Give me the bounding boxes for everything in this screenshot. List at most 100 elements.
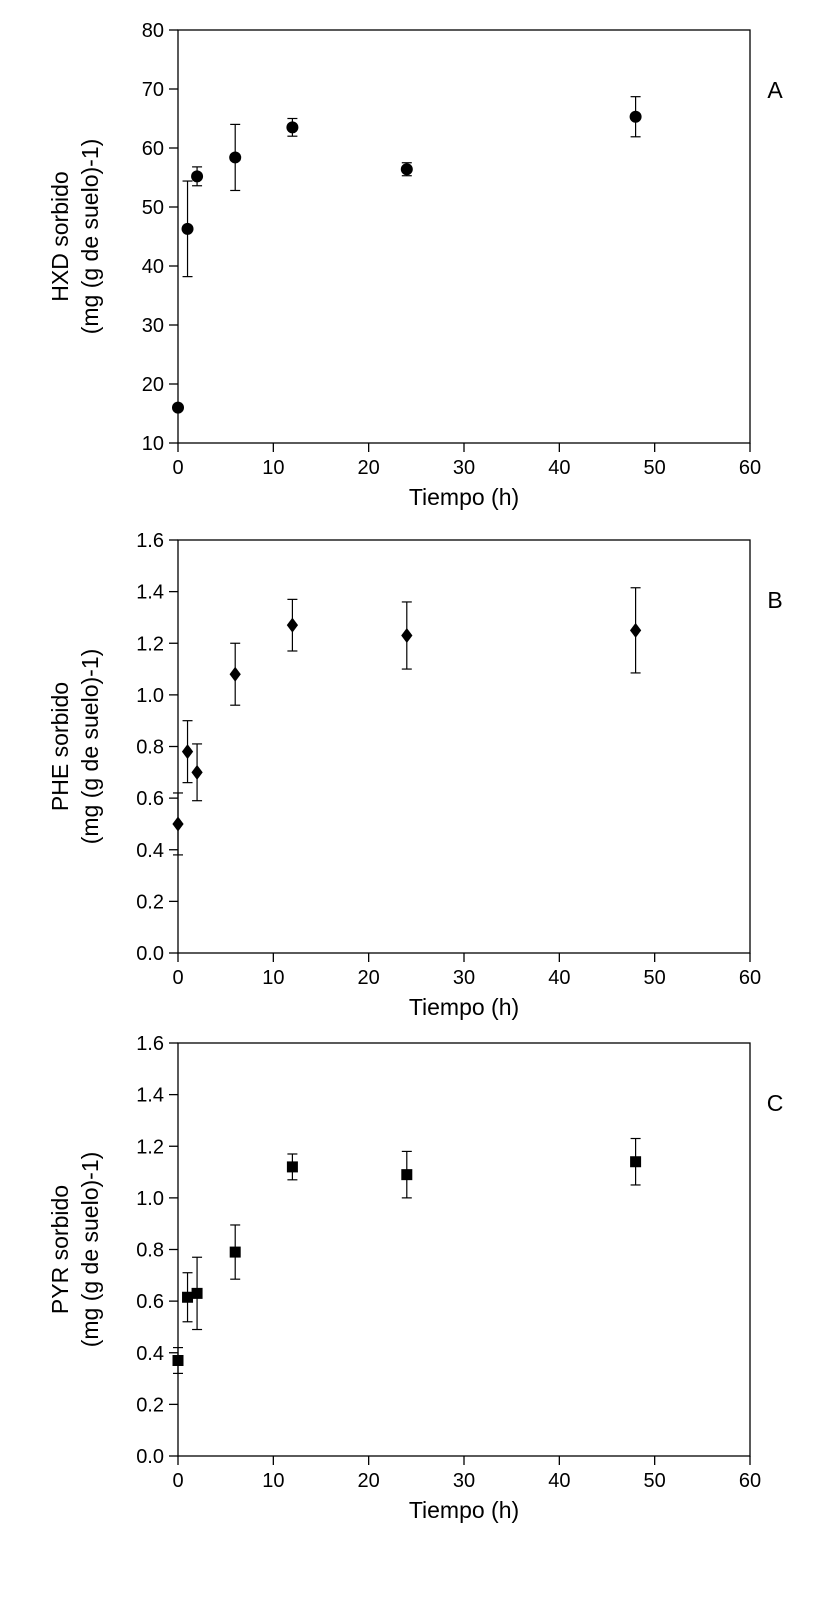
- panel-c: 0 10 20 30 40 50 60 0.0 0.2 0.4 0.6 0.8 1.0 1.2 1.4 1.6…: [47, 1033, 783, 1523]
- y-tick-label: 60: [142, 138, 164, 160]
- data-point: [229, 642, 241, 706]
- marker-diamond: [286, 617, 299, 633]
- data-point: [181, 180, 194, 278]
- marker-circle: [629, 110, 642, 123]
- x-tick-label: 20: [358, 967, 380, 989]
- data-point: [286, 598, 299, 652]
- data-point: [191, 166, 204, 187]
- marker-diamond: [181, 744, 194, 760]
- panel-letter: C: [767, 1090, 784, 1116]
- marker-square: [172, 1354, 184, 1366]
- y-tick-label: 40: [142, 256, 164, 278]
- data-point: [400, 162, 413, 177]
- panel-b: 0 10 20 30 40 50 60 0.0 0.2 0.4 0.6 0.8 1.0 1.2 1.4 1.6…: [47, 530, 783, 1020]
- plot-frame: [177, 539, 751, 954]
- y-tick-label: 1.6: [136, 1033, 164, 1055]
- x-tick-label: 0: [172, 457, 183, 479]
- x-tick-label: 20: [358, 1470, 380, 1492]
- x-tick-label: 0: [172, 967, 183, 989]
- y-tick-label: 0.4: [136, 840, 164, 862]
- y-tick-label: 0.4: [136, 1343, 164, 1365]
- marker-diamond: [229, 666, 241, 682]
- data-point: [229, 123, 242, 192]
- x-tick-label: 20: [358, 457, 380, 479]
- data-point: [629, 96, 642, 138]
- y-tick-label: 0.6: [136, 788, 164, 810]
- data-point: [181, 720, 194, 784]
- y-tick-label: 0.8: [136, 737, 164, 759]
- panel-a: 0 10 20 30 40 50 60 10 20 30 40 50 60 70 80 Tiempo (h) H…: [47, 20, 783, 510]
- y-axis-title-line1: PYR sorbido: [47, 1185, 73, 1314]
- x-tick-label: 40: [548, 967, 570, 989]
- marker-diamond: [401, 628, 413, 644]
- data-point: [191, 1256, 203, 1331]
- y-tick-label: 10: [142, 433, 164, 455]
- y-tick-label: 1.0: [136, 1188, 164, 1210]
- y-tick-label: 0.2: [136, 891, 164, 913]
- x-tick-label: 10: [262, 457, 284, 479]
- marker-diamond: [629, 622, 642, 638]
- marker-square: [182, 1291, 194, 1303]
- y-tick-label: 1.4: [136, 582, 164, 604]
- marker-circle: [286, 121, 299, 134]
- x-tick-label: 40: [548, 1470, 570, 1492]
- y-axis-title-line1: HXD sorbido: [47, 171, 73, 301]
- data-point: [229, 1224, 241, 1280]
- x-tick-label: 50: [644, 967, 666, 989]
- x-tick-label: 30: [453, 457, 475, 479]
- plot-frame: [177, 29, 751, 444]
- x-tick-label: 60: [739, 457, 761, 479]
- data-point: [630, 1137, 642, 1186]
- x-tick-label: 0: [172, 1470, 183, 1492]
- y-tick-label: 0.0: [136, 943, 164, 965]
- x-tick-label: 30: [453, 1470, 475, 1492]
- marker-square: [286, 1161, 298, 1173]
- y-tick-label: 30: [142, 315, 164, 337]
- marker-square: [229, 1246, 241, 1258]
- marker-diamond: [191, 764, 203, 780]
- y-tick-label: 50: [142, 197, 164, 219]
- y-axis-title-line2: (mg (g de suelo)-1): [77, 649, 103, 845]
- x-tick-label: 30: [453, 967, 475, 989]
- data-point: [286, 1153, 298, 1181]
- x-tick-label: 40: [548, 457, 570, 479]
- data-point: [401, 1150, 413, 1199]
- y-tick-label: 80: [142, 20, 164, 42]
- x-tick-label: 50: [644, 457, 666, 479]
- y-tick-label: 0.8: [136, 1240, 164, 1262]
- data-point: [172, 792, 184, 856]
- marker-circle: [229, 151, 242, 164]
- y-tick-label: 0.6: [136, 1291, 164, 1313]
- marker-circle: [172, 401, 184, 414]
- marker-diamond: [172, 816, 184, 832]
- data-point: [191, 743, 203, 802]
- x-tick-label: 60: [739, 967, 761, 989]
- marker-circle: [400, 163, 413, 176]
- panel-letter: A: [767, 77, 783, 103]
- y-axis-title-line2: (mg (g de suelo)-1): [77, 139, 103, 335]
- data-point: [172, 1346, 184, 1375]
- marker-square: [401, 1169, 413, 1181]
- y-tick-label: 1.2: [136, 633, 164, 655]
- y-tick-label: 0.0: [136, 1446, 164, 1468]
- y-axis-title-line1: PHE sorbido: [47, 682, 73, 811]
- marker-square: [630, 1156, 642, 1168]
- x-axis-title: Tiempo (h): [409, 1497, 519, 1523]
- marker-circle: [191, 170, 204, 183]
- x-tick-label: 10: [262, 1470, 284, 1492]
- data-point: [629, 587, 642, 674]
- data-point: [286, 117, 299, 137]
- plot-frame: [177, 1042, 751, 1457]
- x-axis-title: Tiempo (h): [409, 484, 519, 510]
- data-point: [182, 1272, 194, 1323]
- y-tick-label: 0.2: [136, 1394, 164, 1416]
- y-tick-label: 1.0: [136, 685, 164, 707]
- data-point: [172, 401, 184, 414]
- y-tick-label: 70: [142, 79, 164, 101]
- y-tick-label: 1.6: [136, 530, 164, 552]
- marker-square: [191, 1287, 203, 1299]
- x-tick-label: 50: [644, 1470, 666, 1492]
- y-tick-label: 1.2: [136, 1136, 164, 1158]
- panel-letter: B: [767, 587, 782, 613]
